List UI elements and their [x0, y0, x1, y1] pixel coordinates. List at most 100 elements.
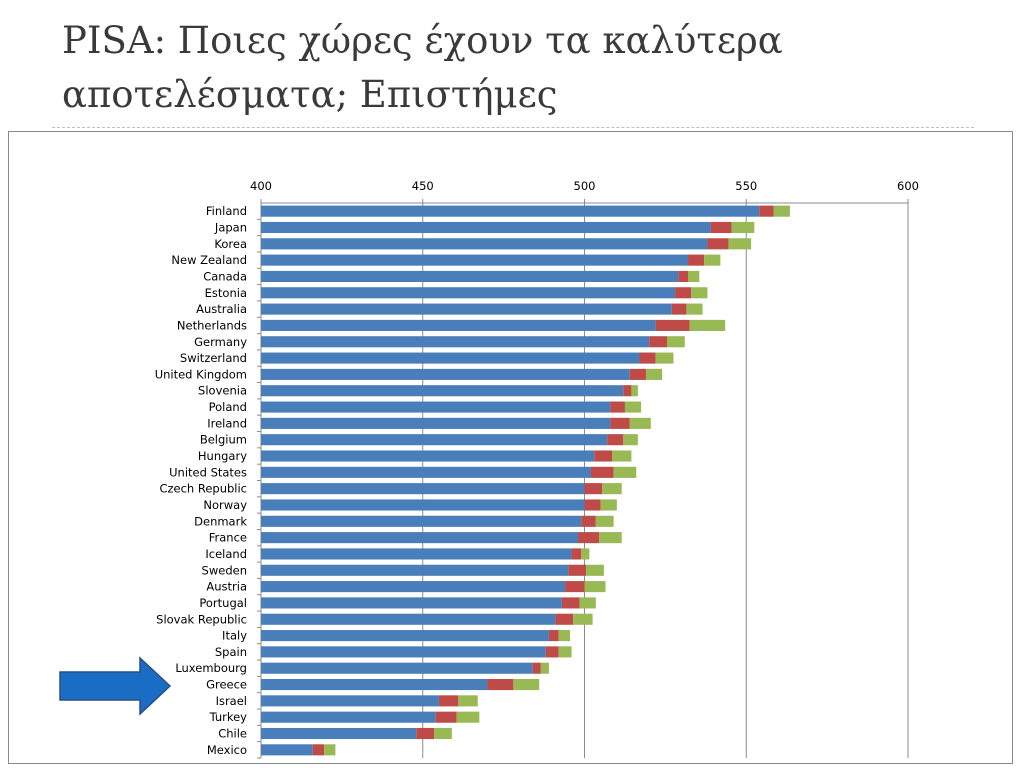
bar-segment	[629, 368, 646, 380]
bar-segment	[458, 695, 478, 707]
bar-segment	[629, 417, 651, 429]
bar-segment	[261, 270, 679, 283]
bar-segment	[545, 646, 559, 658]
bar-segment	[573, 613, 593, 625]
bar-segment	[456, 711, 480, 723]
bar-segment	[261, 434, 608, 446]
bar-segment	[645, 368, 663, 380]
chart-frame	[8, 131, 1013, 764]
bar-segment	[578, 532, 600, 544]
bar-segment	[584, 499, 601, 511]
bar-segment	[759, 205, 774, 217]
category-label: Poland	[209, 400, 247, 414]
bar-segment	[261, 287, 676, 299]
bar-segment	[548, 630, 559, 642]
bar-segment	[532, 662, 541, 674]
bar-segment	[590, 466, 614, 478]
bar-segment	[261, 483, 585, 495]
category-label: Switzerland	[180, 351, 247, 365]
bar-segment	[558, 630, 570, 642]
bar-segment	[675, 287, 692, 299]
category-label: Spain	[215, 645, 247, 659]
bar-segment	[704, 254, 721, 266]
bar-segment	[710, 221, 732, 234]
bar-segment	[261, 662, 533, 674]
bar-segment	[261, 450, 595, 462]
bar-segment	[623, 385, 632, 397]
bar-segment	[261, 238, 708, 250]
bar-segment	[434, 727, 452, 740]
bar-segment	[602, 483, 622, 495]
category-label: Italy	[222, 629, 247, 643]
bar-segment	[261, 581, 566, 593]
bar-segment	[610, 401, 625, 413]
bar-segment	[671, 303, 687, 315]
bar-segment	[688, 270, 700, 283]
bar-segment	[586, 564, 604, 576]
bar-segment	[555, 613, 574, 625]
bar-segment	[689, 319, 726, 331]
bar-segment	[571, 548, 582, 560]
category-label: Norway	[203, 498, 247, 512]
bar-segment	[568, 564, 587, 576]
bar-segment	[261, 319, 656, 331]
bar-segment	[666, 336, 685, 348]
bar-segment	[540, 662, 549, 674]
bar-segment	[261, 205, 760, 217]
category-label: Hungary	[198, 449, 247, 463]
bar-segment	[678, 270, 689, 283]
category-label: Iceland	[205, 547, 247, 561]
bar-segment	[584, 581, 606, 593]
bar-segment	[261, 352, 640, 364]
category-label: Luxembourg	[175, 661, 247, 675]
category-label: Ireland	[207, 416, 247, 430]
x-tick-label: 500	[574, 179, 596, 193]
x-tick-label: 450	[412, 179, 434, 193]
bar-segment	[261, 401, 611, 413]
bar-segment	[649, 336, 667, 348]
bar-segment	[655, 352, 674, 364]
x-tick-label: 400	[250, 179, 272, 193]
bar-segment	[513, 678, 540, 691]
bar-segment	[261, 646, 546, 658]
bar-segment	[261, 630, 549, 642]
bar-segment	[261, 385, 624, 397]
slide-title: PISA: Ποιες χώρες έχουν τα καλύτερα αποτ…	[62, 19, 783, 116]
bar-segment	[599, 532, 622, 544]
bar-segment	[707, 238, 729, 250]
bar-segment	[773, 205, 790, 217]
category-label: United States	[169, 465, 247, 479]
category-label: Estonia	[205, 286, 247, 300]
category-label: Israel	[216, 694, 247, 708]
category-label: Denmark	[194, 514, 247, 528]
bar-segment	[595, 515, 614, 527]
bar-segment	[312, 744, 325, 756]
category-label: New Zealand	[171, 253, 247, 267]
category-label: Czech Republic	[159, 482, 247, 496]
category-label: Greece	[206, 678, 247, 692]
bar-segment	[261, 678, 488, 691]
title-divider	[52, 127, 974, 128]
category-label: Turkey	[209, 710, 248, 724]
category-label: Mexico	[207, 743, 247, 757]
bar-segment	[261, 368, 630, 380]
category-label: Belgium	[200, 433, 247, 447]
bar-segment	[324, 744, 336, 756]
category-label: Chile	[218, 727, 247, 741]
bar-segment	[623, 434, 638, 446]
bar-segment	[611, 450, 632, 462]
bar-segment	[731, 221, 755, 234]
bar-segment	[435, 711, 457, 723]
category-label: Austria	[206, 580, 247, 594]
bar-segment	[261, 254, 689, 266]
bar-segment	[688, 254, 705, 266]
bar-segment	[558, 646, 572, 658]
bar-segment	[610, 417, 630, 429]
bar-segment	[631, 385, 638, 397]
bar-segment	[487, 678, 514, 691]
bar-segment	[416, 727, 435, 740]
bar-segment	[261, 532, 579, 544]
bar-segment	[728, 238, 752, 250]
category-label: Australia	[196, 302, 247, 316]
